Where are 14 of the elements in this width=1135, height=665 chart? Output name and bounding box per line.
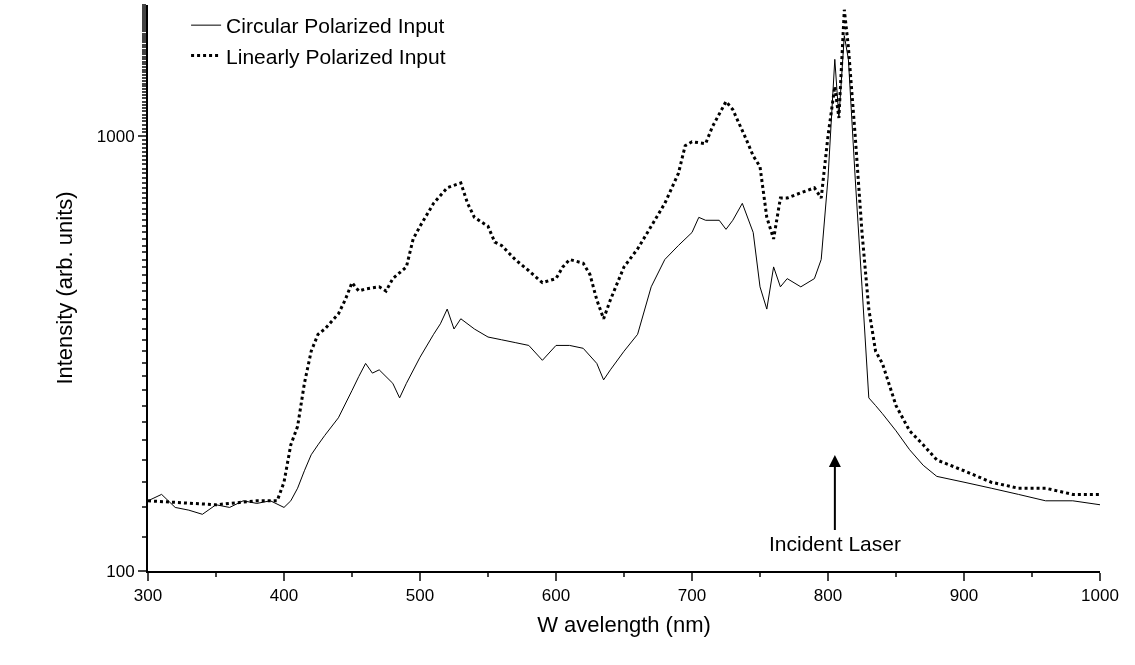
x-axis-title: W avelength (nm)	[537, 611, 711, 637]
annotation: Incident Laser	[769, 532, 901, 555]
legend-label: Circular Polarized Input	[226, 14, 445, 38]
y-axis-title: Intensity (arb. units)	[52, 191, 78, 385]
x-tick-label: 1000	[1081, 586, 1119, 606]
x-tick-label: 600	[541, 586, 571, 606]
x-tick-label: 800	[813, 586, 843, 606]
x-tick-label: 300	[133, 586, 163, 606]
legend-label: Linearly Polarized Input	[226, 44, 446, 68]
x-tick-label: 400	[269, 586, 299, 606]
y-tick-label: 100	[106, 561, 135, 581]
x-tick-label: 900	[949, 586, 979, 606]
x-tick-label: 700	[677, 586, 707, 606]
x-tick-label: 500	[405, 586, 435, 606]
